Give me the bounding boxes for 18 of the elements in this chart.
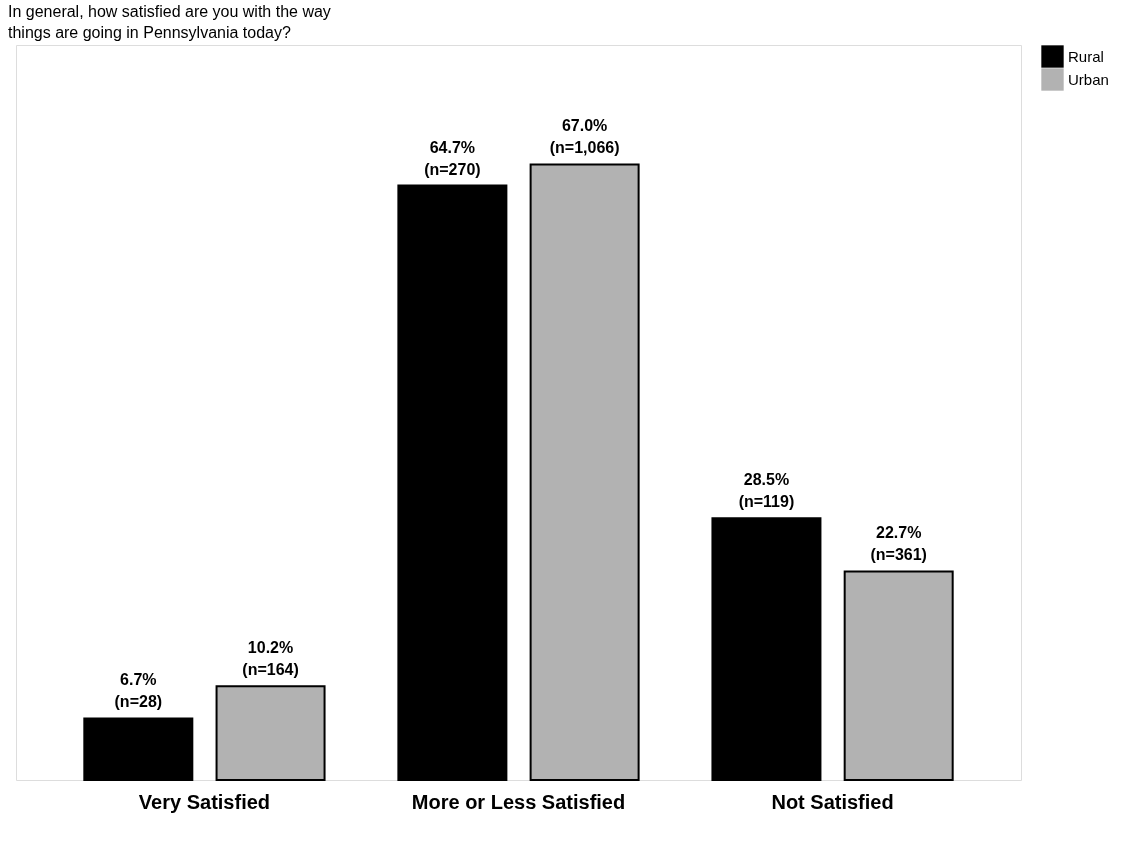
bar <box>711 517 822 781</box>
data-label: 6.7% (n=28) <box>114 671 163 711</box>
data-label: 28.5% (n=119) <box>738 471 795 511</box>
bar <box>529 163 640 781</box>
bar <box>215 685 326 781</box>
data-label: 67.0% (n=1,066) <box>549 117 620 157</box>
x-tick-label: More or Less Satisfied <box>411 790 626 813</box>
x-tick-label: Very Satisfied <box>138 790 271 813</box>
data-label: 10.2% (n=164) <box>242 639 299 679</box>
bar <box>83 717 194 781</box>
bar <box>397 184 508 781</box>
data-label: 22.7% (n=361) <box>870 524 927 564</box>
chart-title: In general, how satisfied are you with the way things are going in Pennsylvania today? <box>8 3 331 41</box>
data-label: 64.7% (n=270) <box>424 138 481 178</box>
bar <box>843 570 954 781</box>
x-tick-label: Not Satisfied <box>771 790 894 813</box>
legend-label: Urban <box>1068 70 1109 88</box>
legend-label: Rural <box>1068 47 1104 65</box>
